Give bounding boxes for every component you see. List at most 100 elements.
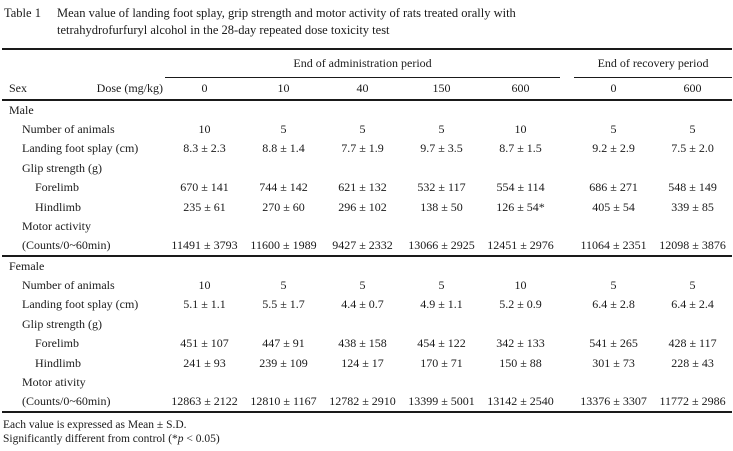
row-label: Glip strength (g) <box>22 316 102 331</box>
table-number-label: Table 1 <box>4 6 41 20</box>
footnote-significance-post: < 0.05) <box>183 432 220 445</box>
value-cell: 228 ± 43 <box>671 355 714 370</box>
value-cell: 6.4 ± 2.4 <box>671 297 714 312</box>
value-cell: 9427 ± 2332 <box>332 238 393 253</box>
value-cell: 5 <box>438 277 445 292</box>
value-cell: 270 ± 60 <box>262 199 305 214</box>
value-cell: 428 ± 117 <box>668 336 717 351</box>
recovery-period-header: End of recovery period <box>574 49 733 78</box>
column-spacer <box>560 159 574 179</box>
sex-label: Sex <box>9 80 27 95</box>
value-cell: 301 ± 73 <box>592 355 635 370</box>
value-cell: 13066 ± 2925 <box>408 238 475 253</box>
value-cell <box>165 373 244 393</box>
value-cell <box>323 315 402 335</box>
value-cell: 241 ± 93 <box>183 355 226 370</box>
value-cell <box>481 217 560 237</box>
dose-column-header: 150 <box>402 77 481 101</box>
value-cell <box>653 256 732 276</box>
section-label: Male <box>9 102 34 117</box>
value-cell <box>574 159 653 179</box>
value-cell <box>481 256 560 276</box>
value-cell: 447 ± 91 <box>262 336 305 351</box>
value-cell <box>574 315 653 335</box>
value-cell <box>481 373 560 393</box>
value-cell <box>574 217 653 237</box>
value-cell <box>244 159 323 179</box>
column-spacer <box>560 334 574 354</box>
value-cell: 7.5 ± 2.0 <box>671 141 714 156</box>
row-label: Hindlimb <box>35 355 82 370</box>
dose-column-header: 40 <box>323 77 402 101</box>
value-cell <box>165 159 244 179</box>
row-label: Hindlimb <box>35 199 82 214</box>
column-spacer <box>560 276 574 296</box>
value-cell: 9.2 ± 2.9 <box>592 141 635 156</box>
table-row: Landing foot splay (cm) 8.3 ± 2.3 8.8 ± 1.… <box>2 139 732 159</box>
row-label: (Counts/0~60min) <box>22 394 111 409</box>
value-cell: 532 ± 117 <box>417 180 466 195</box>
value-cell: 5 <box>438 121 445 136</box>
value-cell: 744 ± 142 <box>259 180 308 195</box>
value-cell <box>323 217 402 237</box>
value-cell: 235 ± 61 <box>183 199 226 214</box>
value-cell: 8.3 ± 2.3 <box>183 141 226 156</box>
dose-column-header: 0 <box>574 77 654 101</box>
value-cell <box>402 315 481 335</box>
column-spacer <box>560 198 574 218</box>
dose-column-header: 10 <box>244 77 323 101</box>
value-cell <box>165 217 244 237</box>
value-cell <box>165 256 244 276</box>
row-label: Number of animals <box>22 277 115 292</box>
table-row: (Counts/0~60min) 11491 ± 3793 11600 ± 1989… <box>2 237 732 257</box>
value-cell <box>574 373 653 393</box>
value-cell: 6.4 ± 2.8 <box>592 297 635 312</box>
table-row: Forelimb 670 ± 141 744 ± 142 621 ± 132 532 ±… <box>2 178 732 198</box>
footnote-significance-pre: Significantly different from control (* <box>3 432 178 445</box>
section-female: Female Number of animals 10 5 5 5 10 5 5 Landing … <box>2 256 733 412</box>
header-spacer <box>560 77 575 101</box>
table-header: End of administration period End of reco… <box>2 49 733 101</box>
table-row: Landing foot splay (cm) 5.1 ± 1.1 5.5 ± 1.… <box>2 295 732 315</box>
value-cell: 12098 ± 3876 <box>659 238 726 253</box>
footnotes: Each value is expressed as Mean ± S.D. S… <box>3 419 733 446</box>
value-cell: 11064 ± 2351 <box>580 238 647 253</box>
value-cell: 454 ± 122 <box>417 336 466 351</box>
value-cell: 10 <box>198 277 211 292</box>
value-cell <box>165 100 244 120</box>
column-spacer <box>560 354 574 374</box>
value-cell: 13142 ± 2540 <box>487 394 554 409</box>
value-cell: 451 ± 107 <box>180 336 229 351</box>
table-row: Motor ativity <box>2 373 732 393</box>
table-caption: Table 1 Mean value of landing foot splay… <box>0 0 733 38</box>
value-cell: 13399 ± 5001 <box>408 394 475 409</box>
column-spacer <box>560 373 574 393</box>
value-cell: 10 <box>514 121 527 136</box>
table-row: Male <box>2 100 732 120</box>
row-label: Glip strength (g) <box>22 160 102 175</box>
value-cell: 339 ± 85 <box>671 199 714 214</box>
value-cell: 8.7 ± 1.5 <box>499 141 542 156</box>
value-cell: 12782 ± 2910 <box>329 394 396 409</box>
value-cell <box>653 100 732 120</box>
column-spacer <box>560 295 574 315</box>
value-cell: 5 <box>610 277 617 292</box>
table-row: Forelimb 451 ± 107 447 ± 91 438 ± 158 454 ± … <box>2 334 732 354</box>
value-cell: 5.5 ± 1.7 <box>262 297 305 312</box>
value-cell <box>244 373 323 393</box>
dose-label: Dose (mg/kg) <box>96 80 163 95</box>
footnote-significance-p: p <box>177 432 184 445</box>
dose-column-header: 600 <box>653 77 733 101</box>
column-spacer <box>560 256 574 276</box>
row-label: Motor activity <box>22 219 91 234</box>
value-cell <box>323 100 402 120</box>
value-cell: 5 <box>359 277 366 292</box>
value-cell <box>574 100 653 120</box>
value-cell <box>653 159 732 179</box>
value-cell: 124 ± 17 <box>341 355 384 370</box>
column-spacer <box>560 120 574 140</box>
footnote-significance: Significantly different from control (*p… <box>3 433 733 447</box>
value-cell <box>653 315 732 335</box>
value-cell: 8.8 ± 1.4 <box>262 141 305 156</box>
value-cell <box>244 315 323 335</box>
